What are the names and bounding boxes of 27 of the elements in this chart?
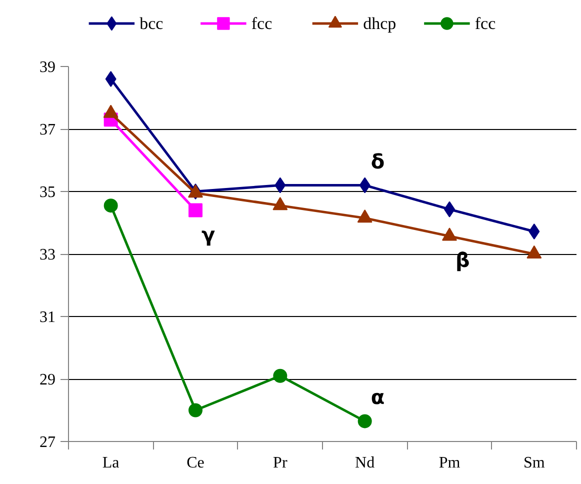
point xyxy=(188,403,202,418)
point xyxy=(273,368,288,383)
annotation: γ xyxy=(202,222,216,246)
annotation: δ xyxy=(370,149,385,174)
y-tick-label: 35 xyxy=(40,184,56,201)
y-tick-label: 33 xyxy=(40,246,56,264)
point xyxy=(188,203,202,218)
y-tick-label: 39 xyxy=(40,59,56,76)
point xyxy=(358,414,372,428)
legend-label: fcc xyxy=(251,14,273,33)
legend-label: dhcp xyxy=(363,14,396,33)
legend-label: fcc xyxy=(474,14,496,33)
x-tick-label: Nd xyxy=(355,454,375,472)
point xyxy=(528,224,540,240)
x-tick-label: Pr xyxy=(273,454,288,472)
x-tick-label: La xyxy=(102,454,120,472)
legend-label: bcc xyxy=(140,14,164,33)
annotation: α xyxy=(370,385,385,410)
y-tick-label: 29 xyxy=(40,372,56,388)
x-tick-label: Ce xyxy=(186,454,204,472)
y-tick-label: 31 xyxy=(40,309,56,326)
x-tick-label: Sm xyxy=(523,454,546,472)
point xyxy=(104,198,118,213)
y-tick-label: 37 xyxy=(40,122,56,138)
x-tick-label: Pm xyxy=(438,454,461,472)
point xyxy=(105,71,116,87)
y-tick-label: 27 xyxy=(40,434,56,451)
